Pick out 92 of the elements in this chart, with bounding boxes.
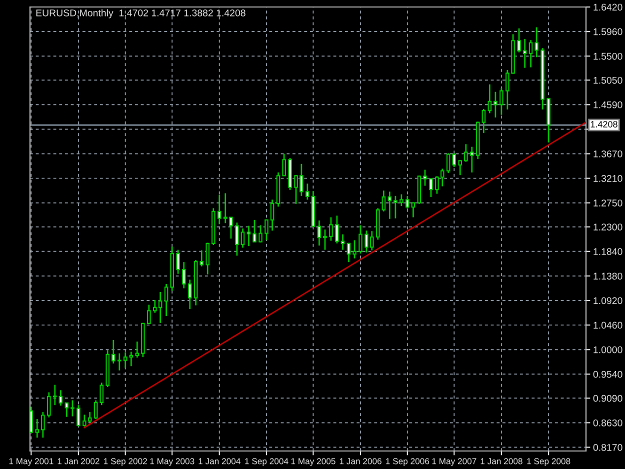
candlestick bbox=[464, 143, 468, 162]
y-tick-label: 1.0460 bbox=[594, 322, 622, 329]
candlestick bbox=[240, 228, 245, 248]
y-tick-label: 1.5050 bbox=[594, 76, 622, 84]
candlestick bbox=[117, 352, 122, 372]
candlestick bbox=[335, 214, 339, 244]
candlestick bbox=[406, 195, 410, 210]
candlestick bbox=[394, 195, 398, 220]
y-tick-label: 1.3670 bbox=[594, 150, 622, 158]
x-tick-label: 1 Jan 2004 bbox=[198, 458, 240, 464]
candlestick bbox=[258, 224, 262, 244]
candlestick bbox=[534, 26, 538, 58]
candlestick bbox=[400, 194, 404, 207]
candlestick bbox=[522, 38, 527, 69]
candlestick bbox=[317, 220, 322, 246]
candlestick bbox=[41, 411, 45, 438]
candlestick bbox=[64, 402, 69, 418]
x-tick-label: 1 May 2001 bbox=[9, 458, 54, 466]
y-tick-label: 1.0920 bbox=[594, 297, 622, 304]
ref-line-label: 1.4208 bbox=[590, 121, 618, 128]
candlestick bbox=[147, 304, 151, 325]
candlestick bbox=[176, 249, 180, 275]
candlestick bbox=[111, 339, 116, 364]
candlestick bbox=[528, 39, 533, 68]
y-tick-label: 1.5960 bbox=[594, 28, 622, 36]
y-tick-label: 1.3210 bbox=[594, 175, 622, 182]
candlestick bbox=[135, 340, 140, 358]
candlestick bbox=[517, 28, 521, 54]
candlestick bbox=[76, 404, 80, 428]
candlestick bbox=[164, 283, 168, 317]
candlestick bbox=[200, 250, 204, 268]
x-tick-label: 1 May 2007 bbox=[432, 458, 476, 466]
candlestick bbox=[252, 219, 256, 243]
candlestick bbox=[470, 146, 474, 174]
x-tick-label: 1 Sep 2004 bbox=[245, 458, 288, 466]
y-tick-label: 1.2750 bbox=[594, 200, 622, 206]
y-tick-label: 1.1380 bbox=[594, 272, 622, 280]
candlestick bbox=[346, 242, 351, 263]
y-tick-label: 0.8630 bbox=[593, 419, 622, 426]
candlestick bbox=[30, 406, 34, 434]
candlestick bbox=[246, 225, 251, 247]
y-tick-label: 1.1840 bbox=[594, 248, 622, 256]
candlestick bbox=[411, 202, 416, 218]
x-tick-label: 1 Sep 2002 bbox=[104, 458, 147, 466]
candlestick bbox=[352, 240, 356, 260]
candlestick bbox=[264, 218, 268, 241]
x-tick-label: 1 May 2003 bbox=[150, 458, 194, 466]
candlestick bbox=[70, 400, 74, 418]
candlestick bbox=[182, 261, 186, 289]
candlestick bbox=[388, 190, 392, 220]
candlestick bbox=[217, 194, 222, 225]
candlestick bbox=[123, 352, 128, 368]
candlestick bbox=[53, 384, 57, 406]
y-tick-label: 1.6420 bbox=[594, 4, 622, 11]
candlestick bbox=[500, 87, 504, 116]
x-tick-label: 1 Sep 2006 bbox=[386, 458, 430, 466]
candlestick bbox=[423, 169, 427, 186]
candlestick bbox=[129, 351, 134, 367]
chart-title: EURUSD,Monthly 1.4702 1.4717 1.3882 1.4208 bbox=[36, 9, 246, 18]
candlestick bbox=[494, 91, 498, 118]
candlestick bbox=[306, 182, 310, 200]
candlestick bbox=[188, 279, 192, 310]
x-tick-label: 1 Jan 2008 bbox=[480, 458, 522, 464]
candlestick bbox=[323, 228, 327, 251]
y-tick-label: 1.2300 bbox=[594, 224, 622, 230]
y-tick-label: 1.5500 bbox=[594, 52, 622, 60]
candlestick bbox=[270, 198, 274, 232]
candlestick bbox=[47, 392, 51, 418]
candlestick bbox=[382, 190, 386, 212]
candlestick bbox=[488, 84, 492, 114]
candlestick bbox=[100, 382, 104, 406]
x-tick-label: 1 May 2005 bbox=[291, 458, 336, 466]
y-tick-label: 1.4590 bbox=[594, 101, 622, 108]
candlestick bbox=[482, 108, 486, 134]
candlestick bbox=[340, 234, 345, 251]
candlestick bbox=[358, 224, 362, 254]
candlestick bbox=[458, 159, 462, 176]
candlestick bbox=[429, 178, 433, 198]
candlestick bbox=[35, 418, 40, 438]
candlestick bbox=[235, 222, 239, 256]
x-tick-label: 1 Jan 2006 bbox=[340, 458, 382, 464]
candlestick bbox=[206, 242, 210, 276]
y-tick-label: 1.0000 bbox=[594, 346, 622, 354]
x-tick-label: 1 Sep 2008 bbox=[527, 458, 570, 466]
y-tick-label: 0.8170 bbox=[593, 444, 622, 451]
y-tick-label: 0.9090 bbox=[593, 394, 622, 402]
candlestick bbox=[329, 216, 333, 242]
x-tick-label: 1 Jan 2002 bbox=[58, 458, 100, 464]
y-tick-label: 0.9540 bbox=[593, 370, 622, 378]
candlestick bbox=[58, 389, 63, 406]
candlestick bbox=[282, 153, 286, 176]
candlestick bbox=[94, 400, 98, 420]
